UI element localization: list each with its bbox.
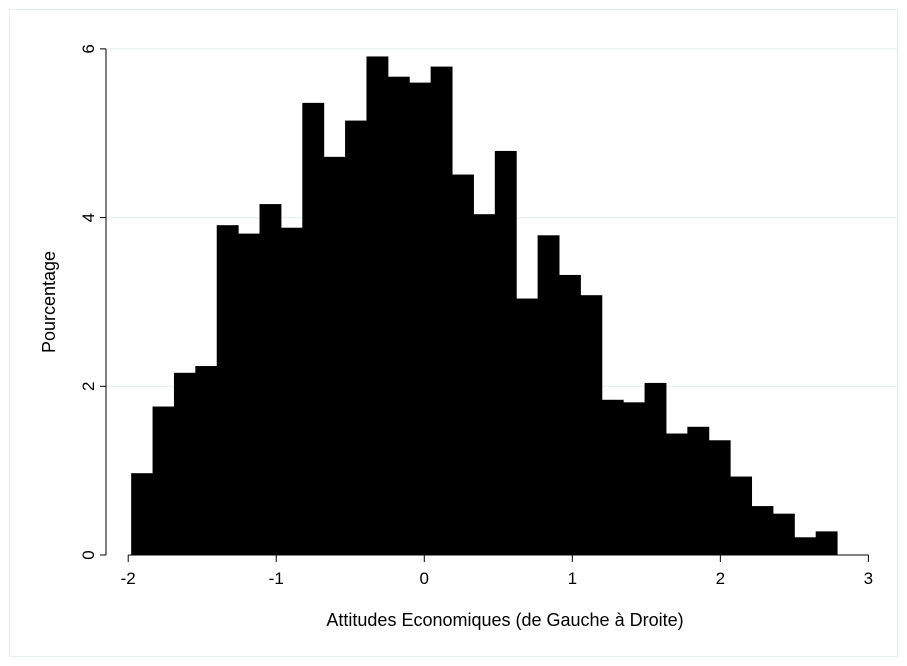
histogram-bar-20 bbox=[558, 274, 581, 555]
x-axis-label: Attitudes Economiques (de Gauche à Droit… bbox=[326, 610, 683, 630]
y-tick-label-3: 6 bbox=[79, 44, 98, 53]
histogram-bar-3 bbox=[195, 366, 218, 555]
y-tick-label-1: 2 bbox=[79, 382, 98, 391]
histogram-bar-1 bbox=[152, 406, 175, 555]
y-axis-ticks: 0 2 4 6 bbox=[79, 44, 106, 560]
histogram-bar-26 bbox=[687, 426, 710, 555]
histogram-bar-2 bbox=[173, 372, 196, 555]
histogram-bar-8 bbox=[302, 102, 325, 555]
histogram-bar-25 bbox=[665, 433, 688, 555]
histogram-bar-9 bbox=[323, 156, 346, 555]
histogram-bar-23 bbox=[623, 402, 646, 555]
histogram-bar-14 bbox=[430, 66, 453, 556]
histogram-bar-17 bbox=[494, 150, 517, 556]
x-tick-label-1: -1 bbox=[269, 569, 284, 588]
x-tick-label-3: 1 bbox=[568, 569, 577, 588]
histogram-bar-6 bbox=[259, 204, 282, 556]
histogram-bar-32 bbox=[815, 531, 838, 555]
x-tick-label-5: 3 bbox=[864, 569, 873, 588]
y-axis-label: Pourcentage bbox=[39, 251, 59, 353]
histogram-bar-28 bbox=[730, 476, 753, 555]
histogram-bar-19 bbox=[537, 235, 560, 555]
histogram-bar-10 bbox=[345, 120, 367, 556]
histogram-bar-18 bbox=[516, 298, 539, 555]
histogram-bar-4 bbox=[216, 225, 239, 555]
histogram-bar-16 bbox=[473, 214, 496, 555]
histogram-bar-29 bbox=[751, 506, 774, 555]
histogram-bar-27 bbox=[708, 440, 731, 555]
histogram-bar-12 bbox=[387, 76, 410, 555]
histogram-bar-15 bbox=[452, 174, 474, 555]
y-tick-label-2: 4 bbox=[79, 213, 98, 222]
histogram-bar-24 bbox=[644, 382, 667, 555]
histogram-bar-21 bbox=[580, 295, 603, 555]
histogram-bars bbox=[131, 56, 838, 556]
histogram-bar-31 bbox=[794, 537, 817, 555]
histogram-bar-11 bbox=[366, 56, 389, 556]
x-tick-label-2: 0 bbox=[420, 569, 429, 588]
x-tick-label-4: 2 bbox=[716, 569, 725, 588]
histogram-bar-13 bbox=[409, 82, 432, 555]
histogram-bar-0 bbox=[131, 473, 154, 555]
histogram-bar-30 bbox=[772, 513, 795, 555]
histogram-bar-7 bbox=[280, 227, 303, 555]
histogram-bar-22 bbox=[601, 399, 624, 555]
x-axis-ticks: -2 -1 0 1 2 3 bbox=[121, 555, 873, 588]
histogram-bar-5 bbox=[238, 233, 261, 555]
x-tick-label-0: -2 bbox=[121, 569, 136, 588]
y-tick-label-0: 0 bbox=[79, 550, 98, 559]
